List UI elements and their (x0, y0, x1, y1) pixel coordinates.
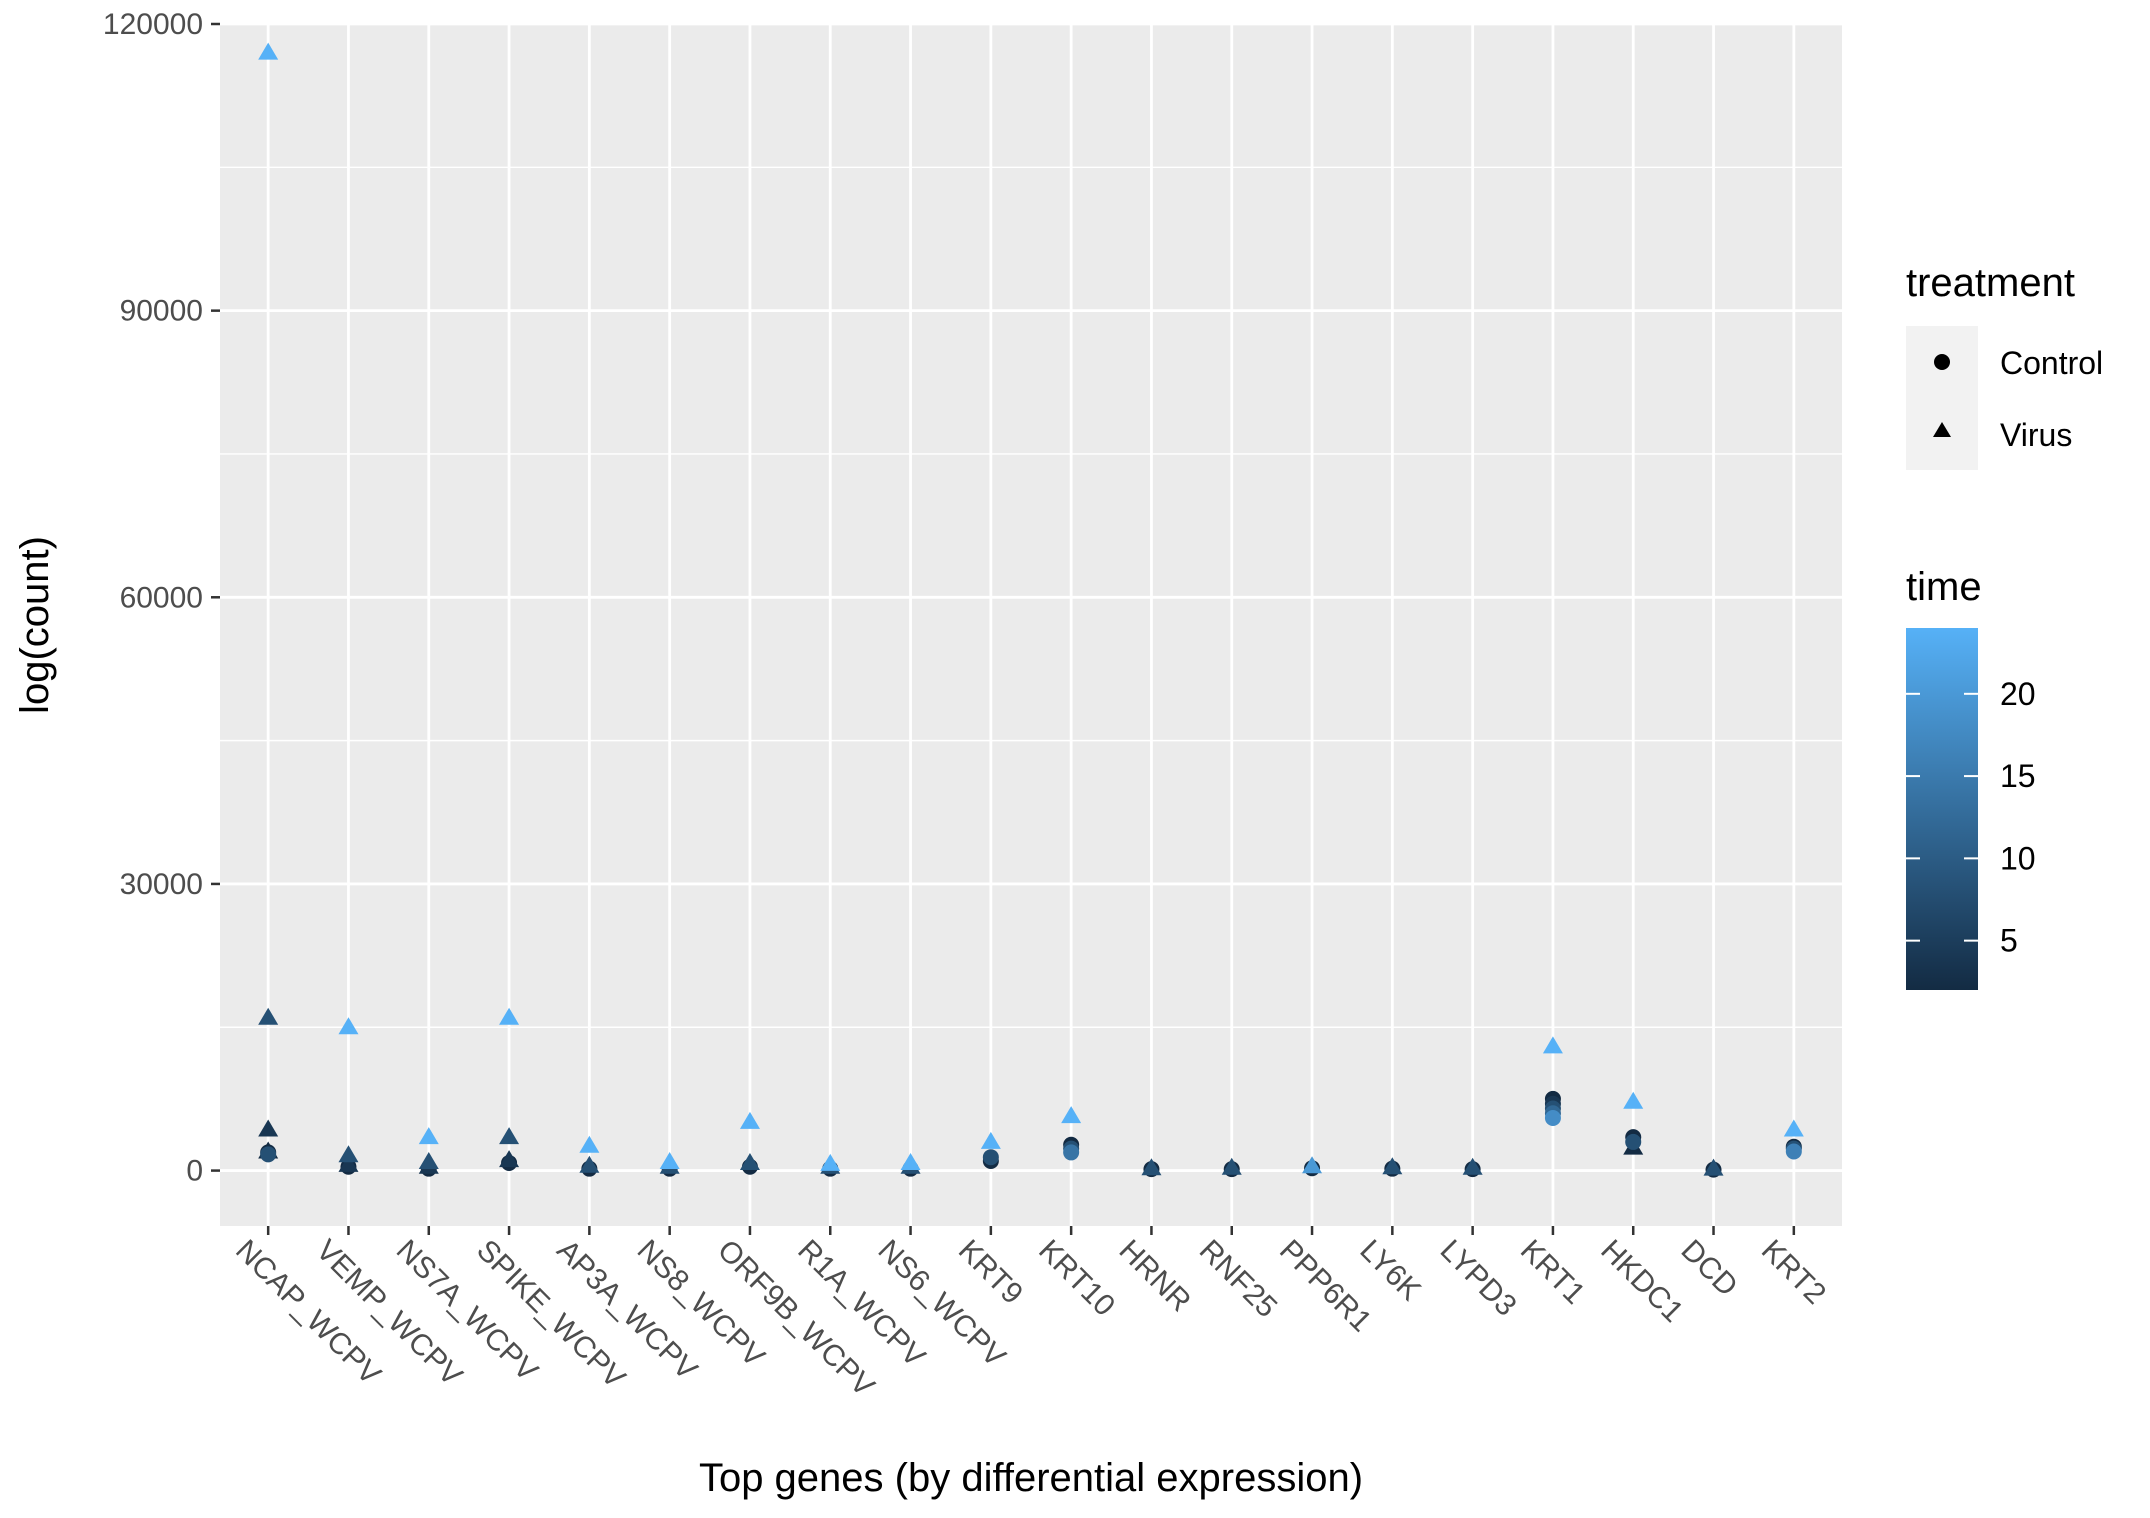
point-virus (499, 1150, 520, 1168)
point-virus (499, 1007, 520, 1025)
point-virus (820, 1153, 841, 1171)
colorbar-tick-label: 10 (2000, 840, 2036, 876)
point-virus (739, 1152, 760, 1170)
legend-title-time: time (1906, 565, 1982, 609)
x-tick-label: KRT1 (1514, 1234, 1591, 1311)
point-virus (1141, 1158, 1162, 1176)
colorbar-tick-label: 20 (2000, 676, 2036, 712)
point-virus (258, 42, 279, 60)
x-tick-label: AP3A_WCPV (550, 1234, 703, 1387)
point-virus (739, 1111, 760, 1129)
y-axis-title: log(count) (13, 536, 57, 714)
point-control (1625, 1133, 1642, 1150)
colorbar-tick-label: 5 (2000, 923, 2018, 959)
legend-label-virus: Virus (2000, 417, 2072, 453)
y-tick-label: 30000 (120, 868, 203, 901)
point-virus (499, 1127, 520, 1145)
point-virus (258, 1119, 279, 1137)
x-axis-title: Top genes (by differential expression) (699, 1456, 1363, 1500)
x-tick-label: DCD (1675, 1234, 1744, 1303)
x-tick-label: LY6K (1353, 1234, 1427, 1308)
point-virus (1382, 1157, 1403, 1175)
point-virus (1302, 1156, 1323, 1174)
point-virus (338, 1017, 359, 1035)
point-control (1785, 1143, 1802, 1160)
legend-circle-icon (1934, 354, 1950, 370)
point-virus (418, 1127, 439, 1145)
legend: treatment Control Virus time 5 10 15 20 (1906, 261, 2103, 990)
point-virus (1703, 1158, 1724, 1176)
point-virus (900, 1152, 921, 1170)
legend-title-treatment: treatment (1906, 261, 2075, 305)
y-tick-label: 60000 (120, 581, 203, 614)
point-control (982, 1149, 999, 1166)
x-tick-label: NCAP_WCPV (229, 1234, 387, 1392)
x-tick-label: KRT10 (1032, 1234, 1121, 1323)
point-control (260, 1146, 277, 1163)
x-tick-label: KRT9 (952, 1234, 1029, 1311)
point-virus (418, 1151, 439, 1169)
point-virus (1462, 1157, 1483, 1175)
minor-gridlines (220, 166, 1842, 1028)
point-virus (659, 1151, 680, 1169)
y-axis: 0 30000 60000 90000 120000 (103, 8, 220, 1188)
point-virus (1061, 1106, 1082, 1124)
point-virus (579, 1155, 600, 1173)
point-virus (258, 1007, 279, 1025)
legend-label-control: Control (2000, 345, 2103, 381)
point-virus (1221, 1157, 1242, 1175)
x-axis: NCAP_WCPVVEMP_WCPVNS7A_WCPVSPIKE_WCPVAP3… (229, 1226, 1832, 1403)
point-virus (1783, 1119, 1804, 1137)
data-points (258, 42, 1804, 1178)
point-control (1063, 1144, 1080, 1161)
colorbar-tick-label: 15 (2000, 758, 2036, 794)
plot-panel (220, 24, 1842, 1226)
major-gridlines (220, 22, 1842, 1226)
point-virus (980, 1131, 1001, 1149)
point-virus (1623, 1091, 1644, 1109)
y-tick-label: 90000 (120, 295, 203, 328)
x-tick-label: KRT2 (1755, 1234, 1832, 1311)
point-virus (579, 1135, 600, 1153)
y-tick-label: 120000 (103, 8, 203, 41)
x-tick-label: HKDC1 (1594, 1234, 1689, 1329)
x-tick-label: HRNR (1112, 1234, 1197, 1319)
time-colorbar (1906, 628, 1978, 990)
legend-triangle-icon (1933, 422, 1951, 437)
point-control (1544, 1110, 1561, 1127)
legend-key-background (1906, 326, 1978, 470)
point-virus (338, 1145, 359, 1163)
colorbar-ticks: 5 10 15 20 (1906, 676, 2036, 959)
y-tick-label: 0 (186, 1155, 203, 1188)
point-virus (1542, 1036, 1563, 1054)
point-virus (338, 1154, 359, 1172)
x-tick-label: NS7A_WCPV (390, 1234, 544, 1388)
x-tick-label: RNF25 (1193, 1234, 1284, 1325)
x-tick-label: LYPD3 (1434, 1234, 1523, 1323)
